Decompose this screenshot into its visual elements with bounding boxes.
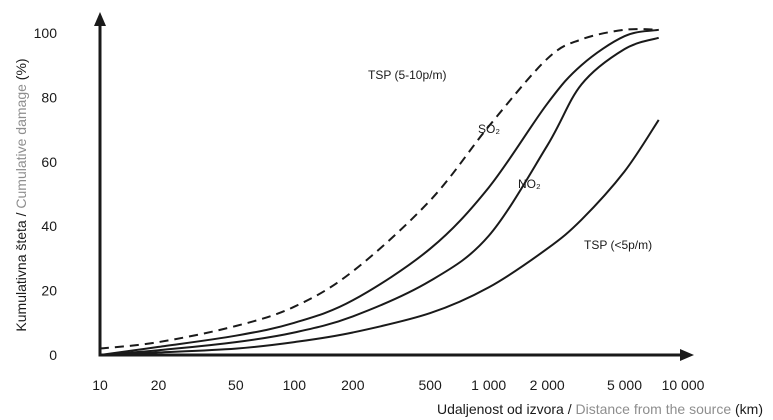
x-tick-label: 200 (341, 377, 365, 393)
x-tick-label: 500 (418, 377, 442, 393)
x-tick-label: 100 (283, 377, 307, 393)
series-line-tsp-5-10p-m (99, 28, 659, 350)
y-axis-title-unit: (%) (13, 58, 29, 84)
x-tick-label: 10 (92, 377, 108, 393)
x-tick-label: 2 000 (530, 377, 565, 393)
y-axis-title-english: Cumulative damage (13, 84, 29, 209)
y-tick-label: 0 (49, 347, 57, 363)
x-tick-label: 1 000 (471, 377, 506, 393)
x-axis-arrowhead (680, 349, 694, 361)
curve-labels-group: TSP (5-10p/m) SO₂ NO₂ TSP (<5p/m) (368, 68, 652, 252)
series-line-tsp-5p-m (99, 119, 660, 356)
series-label-no: NO₂ (518, 177, 541, 191)
tick-labels-group: 0 20 40 60 80 100 10 20 50 100 200 500 1 000 2 000 5 0… (34, 25, 705, 393)
series-label-so: SO₂ (478, 122, 500, 136)
series-label-tsp-5p-m: TSP (<5p/m) (584, 238, 652, 252)
x-tick-label: 50 (228, 377, 244, 393)
x-axis-title-local: Udaljenost od izvora / (437, 401, 576, 417)
y-axis-arrowhead (94, 12, 106, 26)
y-tick-label: 80 (41, 89, 57, 105)
series-label-tsp-5-10p-m: TSP (5-10p/m) (368, 68, 446, 82)
x-axis-title-unit: (km) (731, 401, 763, 417)
x-axis-title: Udaljenost od izvora / Distance from the… (437, 401, 763, 417)
y-tick-label: 20 (41, 283, 57, 299)
curves-group (99, 28, 660, 356)
axes-group (94, 12, 694, 361)
x-tick-label: 5 000 (607, 377, 642, 393)
x-tick-label: 20 (151, 377, 167, 393)
y-axis-title: Kumulativna šteta / Cumulative damage (%… (13, 58, 29, 331)
x-tick-label: 10 000 (662, 377, 705, 393)
series-line-no (99, 36, 660, 356)
y-axis-title-local: Kumulativna šteta / (13, 209, 29, 332)
y-tick-label: 60 (41, 154, 57, 170)
series-line-so (99, 28, 659, 356)
x-axis-title-english: Distance from the source (575, 401, 731, 417)
y-tick-label: 40 (41, 218, 57, 234)
y-tick-label: 100 (34, 25, 58, 41)
